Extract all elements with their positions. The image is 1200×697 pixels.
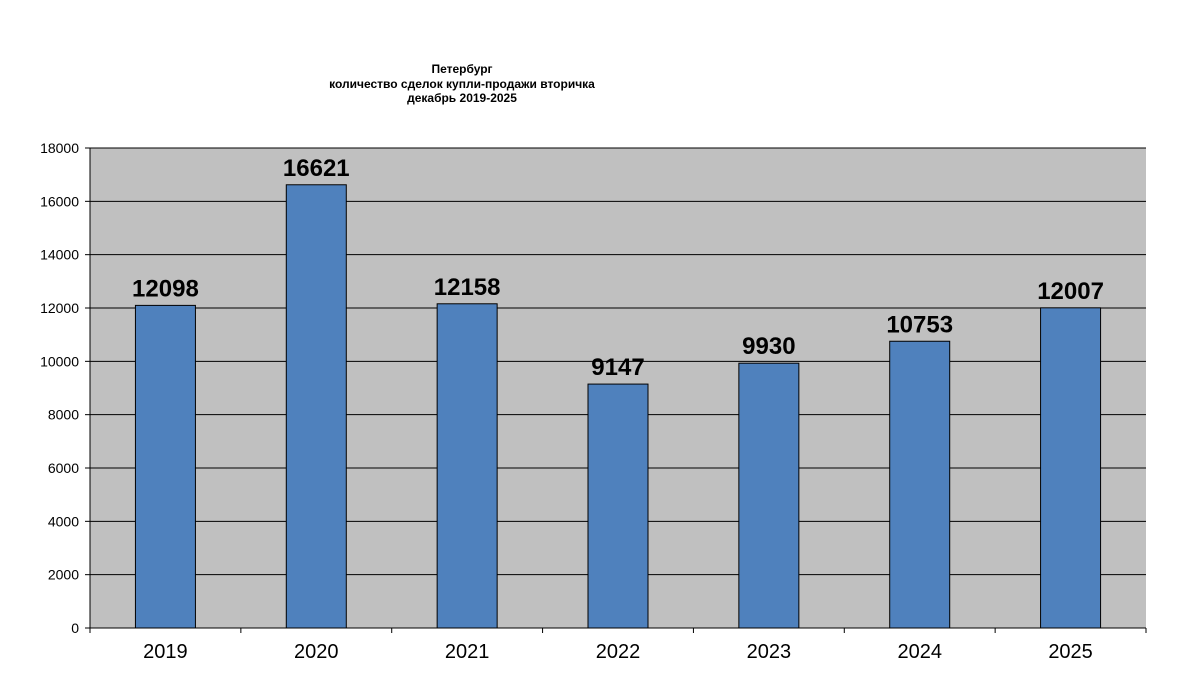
data-label: 9147 xyxy=(591,354,644,381)
bar xyxy=(134,304,196,629)
y-tick-label: 18000 xyxy=(40,140,79,156)
y-tick-label: 10000 xyxy=(40,353,79,369)
y-tick-label: 6000 xyxy=(48,460,79,476)
bars xyxy=(134,184,1102,629)
x-tick-label: 2019 xyxy=(143,641,188,663)
chart-title: Петербург количество сделок купли-продаж… xyxy=(312,62,612,106)
data-label: 16621 xyxy=(283,155,350,182)
y-tick-label: 4000 xyxy=(48,513,79,529)
x-tick-label: 2020 xyxy=(294,641,339,663)
data-label: 12007 xyxy=(1037,278,1104,305)
y-tick-label: 8000 xyxy=(48,407,79,423)
y-tick-label: 0 xyxy=(71,620,79,636)
bar xyxy=(738,362,800,629)
x-tick-label: 2023 xyxy=(747,641,792,663)
y-tick-label: 12000 xyxy=(40,300,79,316)
bar xyxy=(436,303,498,629)
x-tick-label: 2022 xyxy=(596,641,641,663)
bar xyxy=(1040,307,1102,629)
y-tick-label: 14000 xyxy=(40,247,79,263)
data-label: 12158 xyxy=(434,274,501,301)
axes xyxy=(85,147,1147,633)
data-label: 9930 xyxy=(742,333,795,360)
chart-title-line-1: Петербург xyxy=(431,62,493,76)
data-label: 10753 xyxy=(886,311,953,338)
bar xyxy=(587,383,649,629)
bar xyxy=(285,184,347,629)
y-tick-label: 2000 xyxy=(48,567,79,583)
x-tick-label: 2025 xyxy=(1048,641,1093,663)
data-label: 12098 xyxy=(132,275,199,302)
y-tick-label: 16000 xyxy=(40,193,79,209)
bar xyxy=(889,340,951,629)
gridlines xyxy=(90,147,1146,576)
labels: 0 2000 4000 6000 8000 10000 12000 14000 16000 180… xyxy=(40,140,1104,663)
chart-title-line-2: количество сделок купли-продажи вторичка xyxy=(329,76,595,91)
chart-title-line-3: декабрь 2019-2025 xyxy=(407,91,517,105)
x-tick-label: 2021 xyxy=(445,641,490,663)
x-tick-label: 2024 xyxy=(897,641,942,663)
